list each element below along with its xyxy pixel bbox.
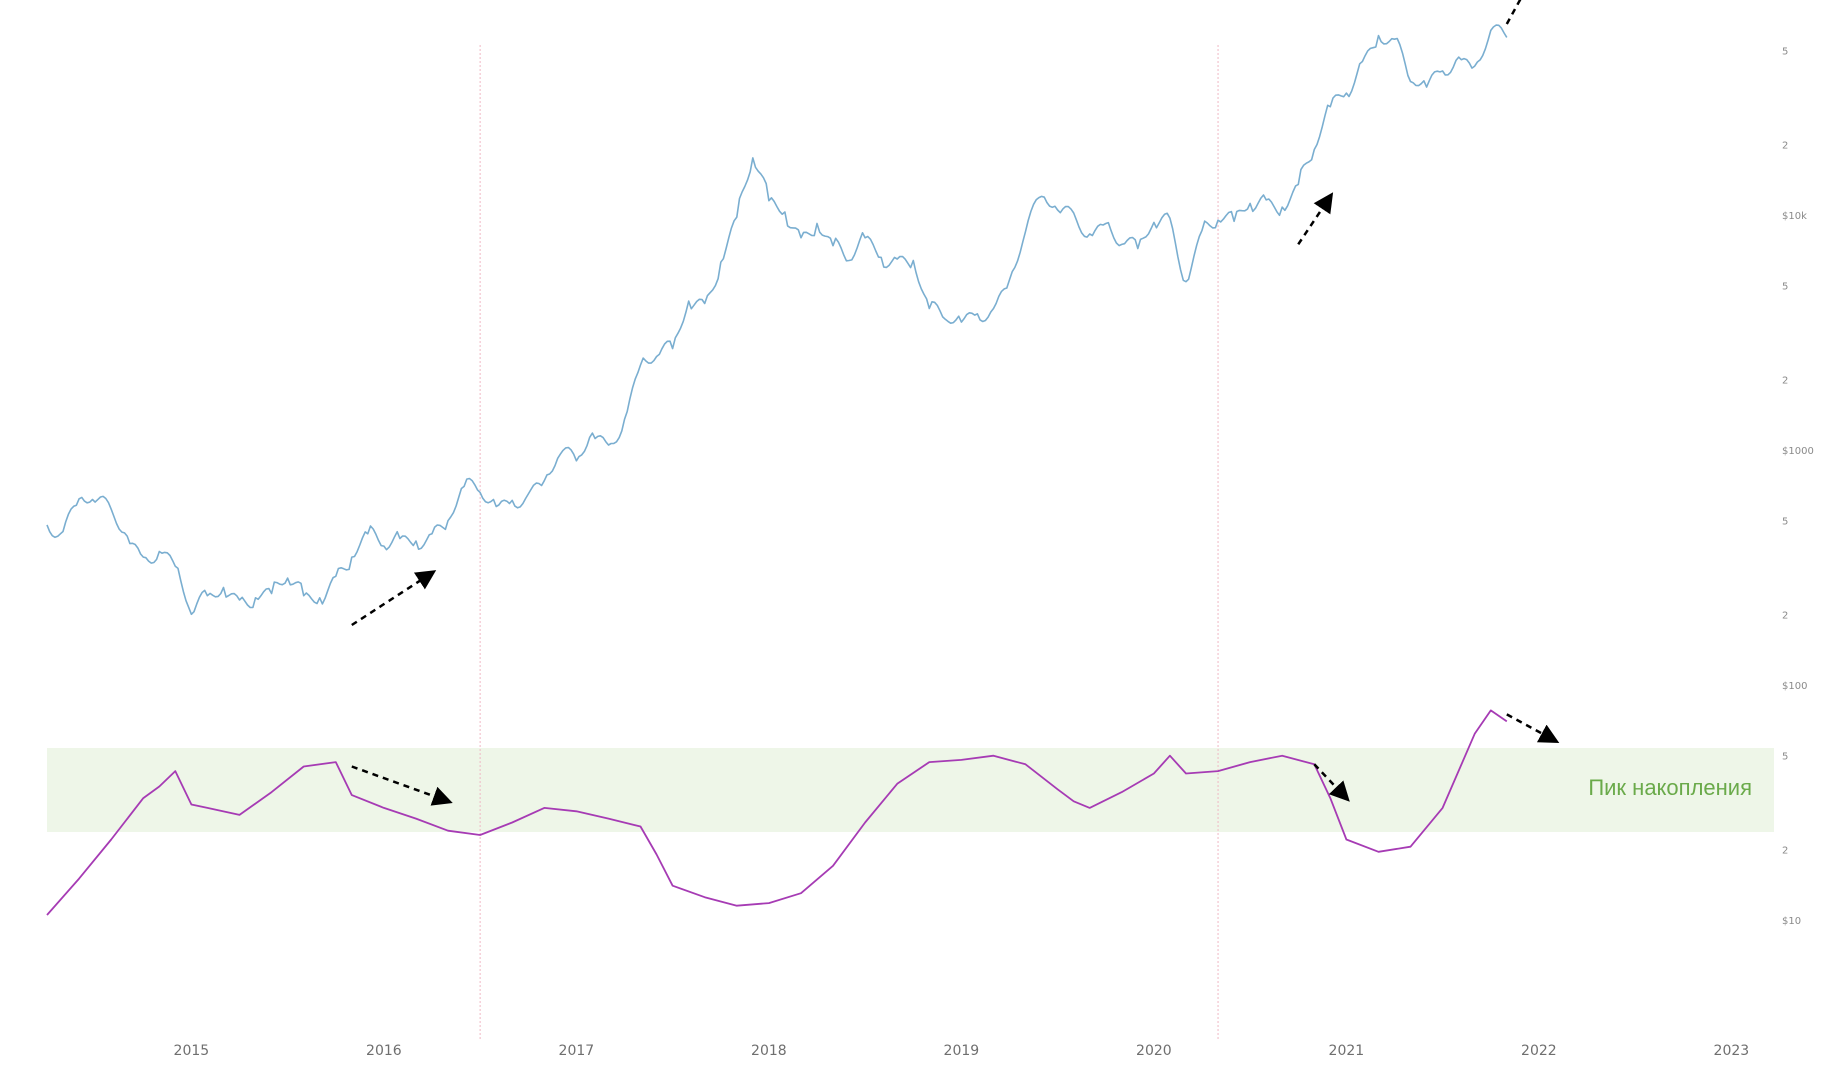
trend-arrows	[351, 0, 1560, 806]
trend-arrow	[1297, 192, 1334, 246]
y-axis-ticks: $10 2 5 $100 2 5 $1000 2 5 $10k 2 5	[1782, 47, 1814, 927]
trend-arrow	[1506, 713, 1560, 743]
trend-arrow	[1505, 0, 1522, 25]
accumulation-zone	[47, 748, 1774, 832]
y-tick-label: 2	[1782, 375, 1788, 386]
y-tick-label: $1000	[1782, 446, 1814, 457]
y-tick-label: $10k	[1782, 211, 1807, 222]
x-tick-label: 2016	[366, 1043, 402, 1059]
trend-arrow	[351, 570, 437, 627]
y-tick-label: 2	[1782, 610, 1788, 621]
indicator-series-line	[46, 709, 1508, 916]
x-tick-label: 2021	[1329, 1043, 1365, 1059]
series-lines	[46, 24, 1508, 916]
y-tick-label: $100	[1782, 681, 1807, 692]
y-tick-label: 5	[1782, 47, 1788, 58]
x-tick-label: 2020	[1136, 1043, 1172, 1059]
y-tick-label: 5	[1782, 517, 1788, 528]
vertical-markers	[479, 45, 1219, 1040]
y-tick-label: $10	[1782, 916, 1801, 927]
x-tick-label: 2023	[1714, 1043, 1750, 1059]
y-tick-label: 5	[1782, 752, 1788, 763]
x-tick-label: 2022	[1521, 1043, 1557, 1059]
y-tick-label: 5	[1782, 282, 1788, 293]
x-tick-label: 2015	[174, 1043, 210, 1059]
x-tick-label: 2019	[944, 1043, 980, 1059]
price-series-line	[46, 24, 1508, 616]
y-tick-label: 2	[1782, 845, 1788, 856]
x-tick-label: 2017	[559, 1043, 595, 1059]
x-tick-label: 2018	[751, 1043, 787, 1059]
y-tick-label: 2	[1782, 140, 1788, 151]
x-axis-ticks: 2015 2016 2017 2018 2019 2020 2021 2022 2023	[174, 1043, 1750, 1059]
accumulation-zone-label: Пик накопления	[1588, 775, 1752, 800]
trend-arrow	[1313, 763, 1350, 802]
